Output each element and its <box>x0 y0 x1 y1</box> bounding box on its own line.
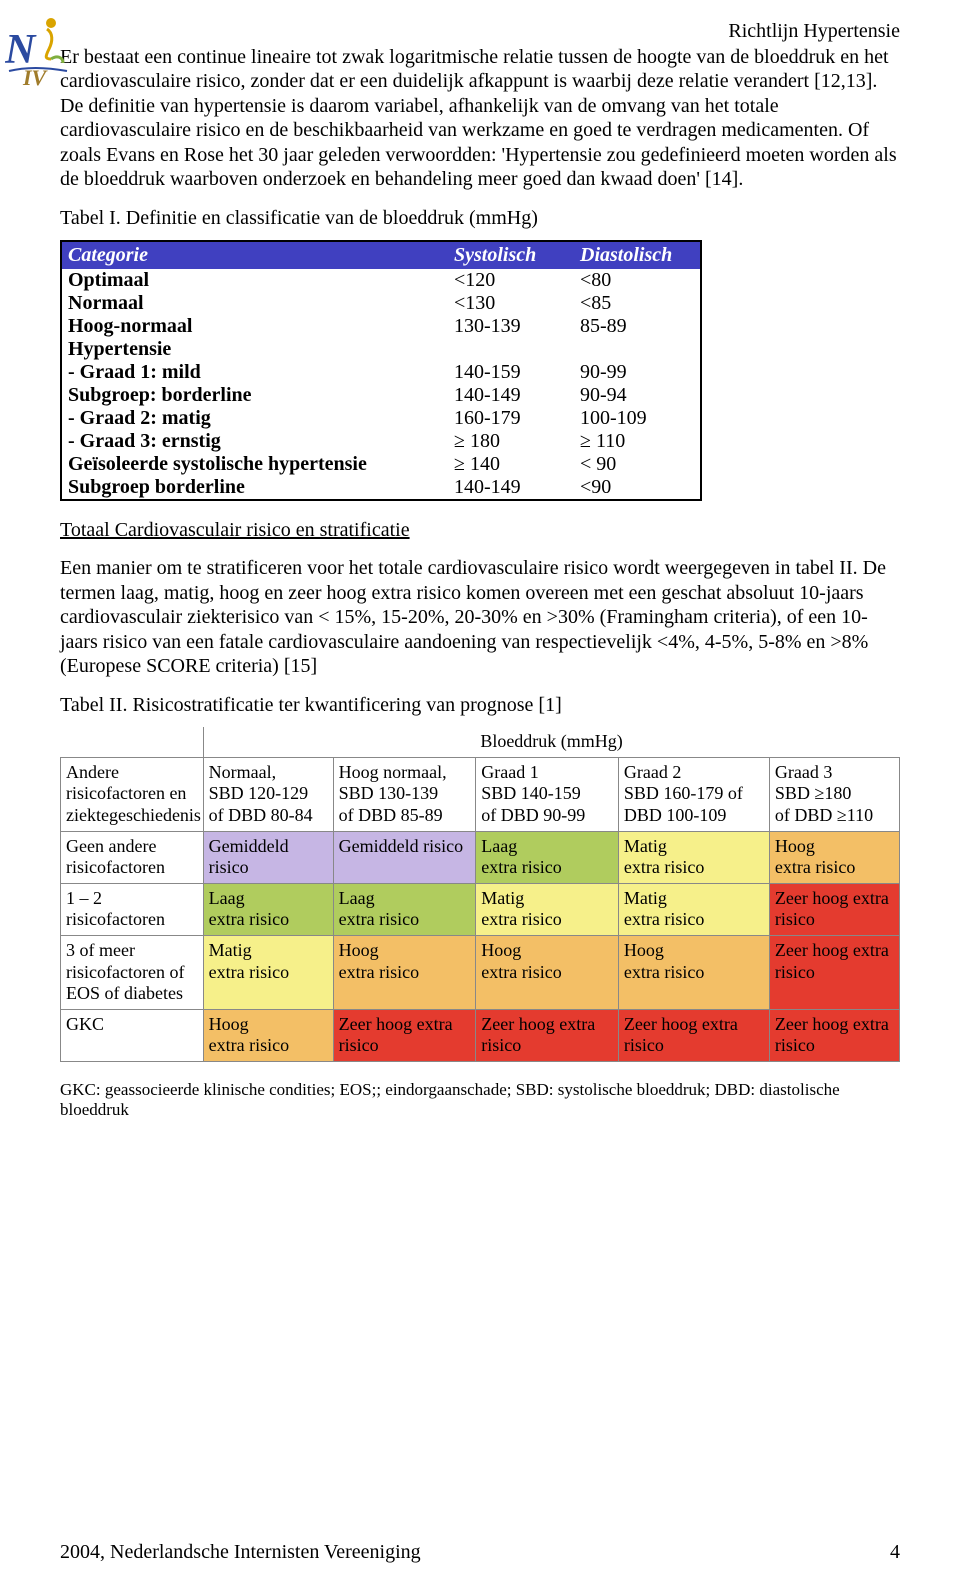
t1-diastolic-cell: 90-94 <box>574 384 701 407</box>
table-row: 3 of meer risicofactoren of EOS of diabe… <box>61 936 900 1010</box>
t2-risk-cell: Matigextra risico <box>203 936 333 1010</box>
footer-left: 2004, Nederlandsche Internisten Vereenig… <box>60 1541 421 1564</box>
t2-risk-cell: Laagextra risico <box>333 883 476 935</box>
t2-colhead-0: Andere risicofactoren en ziektegeschiede… <box>61 757 204 831</box>
t1-systolic-cell: 130-139 <box>448 315 574 338</box>
t2-risk-cell: Matigextra risico <box>476 883 619 935</box>
t1-systolic-cell <box>448 338 574 361</box>
t2-rowlabel: 1 – 2 risicofactoren <box>61 883 204 935</box>
t2-rowlabel: Geen andere risicofactoren <box>61 831 204 883</box>
body-text-2: Een manier om te stratificeren voor het … <box>60 556 900 678</box>
t1-diastolic-cell: ≥ 110 <box>574 430 701 453</box>
t2-risk-cell: Laagextra risico <box>203 883 333 935</box>
t1-diastolic-cell: <80 <box>574 269 701 292</box>
table-row: - Graad 3: ernstig≥ 180≥ 110 <box>61 430 701 453</box>
t1-systolic-cell: 140-149 <box>448 476 574 500</box>
t2-risk-cell: Zeer hoog extra risico <box>769 883 899 935</box>
t2-risk-cell: Hoogextra risico <box>769 831 899 883</box>
t1-diastolic-cell: <90 <box>574 476 701 500</box>
t1-category-cell: Subgroep: borderline <box>61 384 448 407</box>
t2-risk-cell: Matigextra risico <box>618 883 769 935</box>
t2-colhead-5: Graad 3SBD ≥180of DBD ≥110 <box>769 757 899 831</box>
table-row: GKCHoogextra risicoZeer hoog extra risic… <box>61 1009 900 1061</box>
table-row: Subgroep borderline140-149<90 <box>61 476 701 500</box>
t1-systolic-cell: <120 <box>448 269 574 292</box>
t1-systolic-cell: 160-179 <box>448 407 574 430</box>
t1-header-diastolic: Diastolisch <box>574 241 701 269</box>
t2-bp-title: Bloeddruk (mmHg) <box>203 727 899 757</box>
t1-diastolic-cell: <85 <box>574 292 701 315</box>
table-row: Hoog-normaal130-13985-89 <box>61 315 701 338</box>
t1-header-systolic: Systolisch <box>448 241 574 269</box>
footer-page: 4 <box>890 1541 900 1564</box>
t2-risk-cell: Hoogextra risico <box>476 936 619 1010</box>
t1-diastolic-cell: < 90 <box>574 453 701 476</box>
t2-colhead-3: Graad 1SBD 140-159of DBD 90-99 <box>476 757 619 831</box>
t2-risk-cell: Hoogextra risico <box>333 936 476 1010</box>
t1-diastolic-cell: 85-89 <box>574 315 701 338</box>
t1-diastolic-cell <box>574 338 701 361</box>
t2-risk-cell: Zeer hoog extra risico <box>618 1009 769 1061</box>
t1-systolic-cell: 140-149 <box>448 384 574 407</box>
niv-logo: N IV <box>5 15 77 100</box>
t2-rowlabel: 3 of meer risicofactoren of EOS of diabe… <box>61 936 204 1010</box>
paragraph-2: Een manier om te stratificeren voor het … <box>60 556 900 678</box>
t1-category-cell: Hypertensie <box>61 338 448 361</box>
t2-risk-cell: Laagextra risico <box>476 831 619 883</box>
t2-risk-cell: Zeer hoog extra risico <box>769 936 899 1010</box>
t1-category-cell: Geïsoleerde systolische hypertensie <box>61 453 448 476</box>
t1-header-category: Categorie <box>61 241 448 269</box>
t2-colhead-4: Graad 2SBD 160-179 of DBD 100-109 <box>618 757 769 831</box>
table-1: Categorie Systolisch Diastolisch Optimaa… <box>60 240 702 501</box>
t2-colhead-2: Hoog normaal,SBD 130-139of DBD 85-89 <box>333 757 476 831</box>
t1-systolic-cell: ≥ 140 <box>448 453 574 476</box>
t1-category-cell: Normaal <box>61 292 448 315</box>
t1-category-cell: - Graad 2: matig <box>61 407 448 430</box>
t2-risk-cell: Matigextra risico <box>618 831 769 883</box>
footnote: GKC: geassocieerde klinische condities; … <box>60 1080 900 1120</box>
paragraph-1: Er bestaat een continue lineaire tot zwa… <box>60 45 900 191</box>
t1-category-cell: Subgroep borderline <box>61 476 448 500</box>
t1-category-cell: Optimaal <box>61 269 448 292</box>
table-row: - Graad 2: matig160-179100-109 <box>61 407 701 430</box>
t1-systolic-cell: <130 <box>448 292 574 315</box>
t2-risk-cell: Zeer hoog extra risico <box>769 1009 899 1061</box>
t2-risk-cell: Zeer hoog extra risico <box>333 1009 476 1061</box>
t2-risk-cell: Hoogextra risico <box>618 936 769 1010</box>
table-row: Optimaal<120<80 <box>61 269 701 292</box>
table-2: Bloeddruk (mmHg) Andere risicofactoren e… <box>60 727 900 1062</box>
table-row: Normaal<130<85 <box>61 292 701 315</box>
t1-category-cell: - Graad 3: ernstig <box>61 430 448 453</box>
t2-colhead-1: Normaal,SBD 120-129of DBD 80-84 <box>203 757 333 831</box>
t1-category-cell: Hoog-normaal <box>61 315 448 338</box>
table1-caption: Tabel I. Definitie en classificatie van … <box>60 207 900 230</box>
page-footer: 2004, Nederlandsche Internisten Vereenig… <box>60 1541 900 1564</box>
page-header: Richtlijn Hypertensie <box>60 20 900 43</box>
body-text: Er bestaat een continue lineaire tot zwa… <box>60 45 900 191</box>
table-row: Subgroep: borderline140-14990-94 <box>61 384 701 407</box>
t1-diastolic-cell: 90-99 <box>574 361 701 384</box>
table-row: Geen andere risicofactorenGemiddeld risi… <box>61 831 900 883</box>
t1-category-cell: - Graad 1: mild <box>61 361 448 384</box>
t2-blank <box>61 727 204 757</box>
table-row: - Graad 1: mild140-15990-99 <box>61 361 701 384</box>
t1-systolic-cell: 140-159 <box>448 361 574 384</box>
t2-risk-cell: Zeer hoog extra risico <box>476 1009 619 1061</box>
t1-systolic-cell: ≥ 180 <box>448 430 574 453</box>
table-row: Geïsoleerde systolische hypertensie≥ 140… <box>61 453 701 476</box>
t2-risk-cell: Gemiddeld risico <box>203 831 333 883</box>
t2-rowlabel: GKC <box>61 1009 204 1061</box>
table-row: Hypertensie <box>61 338 701 361</box>
table-row: 1 – 2 risicofactorenLaagextra risicoLaag… <box>61 883 900 935</box>
table2-caption: Tabel II. Risicostratificatie ter kwanti… <box>60 694 900 717</box>
t2-risk-cell: Hoogextra risico <box>203 1009 333 1061</box>
t1-diastolic-cell: 100-109 <box>574 407 701 430</box>
t2-risk-cell: Gemiddeld risico <box>333 831 476 883</box>
subheading: Totaal Cardiovasculair risico en stratif… <box>60 519 900 542</box>
